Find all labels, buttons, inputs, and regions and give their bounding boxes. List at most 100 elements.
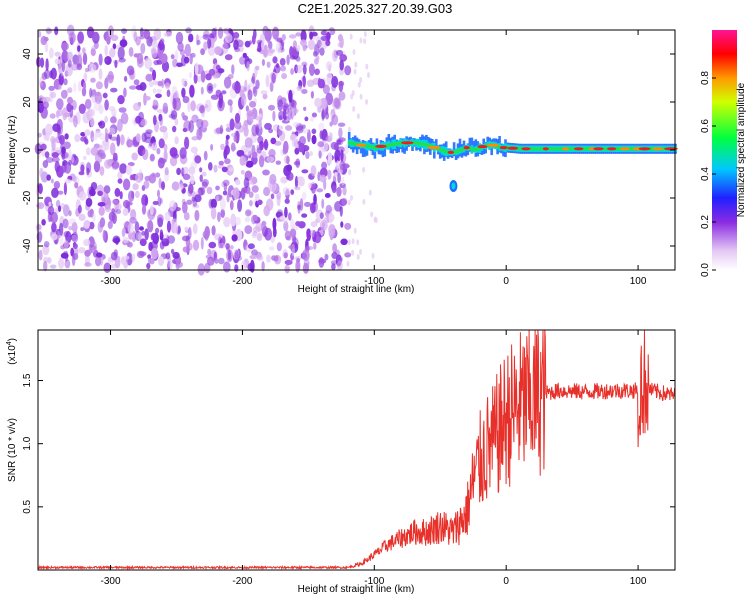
noise-speckle	[308, 182, 312, 189]
noise-speckle	[262, 169, 270, 176]
signal-halo	[464, 145, 468, 157]
signal-core	[355, 142, 359, 146]
noise-speckle	[269, 179, 277, 192]
noise-speckle	[99, 166, 105, 176]
noise-speckle	[290, 218, 295, 231]
noise-speckle	[151, 233, 156, 239]
noise-speckle	[80, 227, 85, 232]
noise-speckle	[243, 177, 250, 189]
noise-speckle	[260, 90, 268, 95]
noise-speckle	[324, 193, 331, 198]
noise-speckle	[82, 112, 91, 124]
noise-speckle	[339, 54, 348, 62]
noise-speckle	[199, 105, 205, 114]
noise-speckle	[317, 141, 325, 148]
noise-speckle	[326, 72, 333, 85]
x-tick-label: -100	[364, 276, 384, 287]
noise-speckle	[44, 42, 49, 53]
noise-speckle	[338, 91, 346, 101]
noise-speckle	[135, 133, 141, 143]
noise-speckle	[319, 130, 324, 140]
noise-speckle	[58, 84, 62, 90]
noise-speckle	[279, 215, 285, 221]
noise-speckle	[188, 33, 194, 43]
noise-speckle	[84, 262, 92, 267]
noise-speckle	[280, 65, 287, 72]
noise-speckle	[248, 191, 254, 198]
noise-speckle	[367, 72, 370, 78]
noise-speckle	[171, 181, 180, 191]
signal-core	[468, 146, 472, 150]
signal-hotspot	[427, 146, 441, 150]
noise-speckle	[198, 187, 206, 196]
noise-speckle	[223, 261, 231, 273]
noise-speckle	[339, 59, 345, 71]
noise-speckle	[208, 241, 217, 249]
noise-speckle	[267, 179, 275, 192]
signal-core	[583, 147, 586, 151]
noise-speckle	[133, 53, 140, 58]
noise-speckle	[336, 139, 342, 145]
signal-core	[533, 147, 537, 151]
noise-speckle	[275, 41, 282, 54]
noise-speckle	[102, 229, 107, 242]
noise-speckle	[187, 101, 191, 112]
noise-speckle	[257, 43, 262, 53]
noise-speckle	[160, 53, 168, 64]
noise-speckle	[83, 220, 90, 229]
noise-speckle	[286, 171, 294, 181]
noise-speckle	[252, 151, 258, 158]
noise-speckle	[286, 54, 290, 66]
signal-halo	[395, 139, 398, 153]
noise-speckle	[147, 254, 152, 259]
noise-speckle	[318, 257, 325, 268]
noise-speckle	[188, 166, 196, 175]
noise-speckle	[194, 194, 202, 203]
noise-speckle	[310, 91, 314, 99]
signal-core	[444, 150, 448, 154]
noise-speckle	[313, 242, 317, 250]
spectrogram-y-ticks: -40 -20 0 20 40	[22, 48, 675, 253]
noise-speckle	[232, 187, 240, 200]
noise-speckle	[76, 63, 83, 71]
snr-frame	[37, 329, 676, 571]
noise-speckle	[152, 200, 159, 206]
noise-speckle	[286, 155, 290, 165]
noise-speckle	[56, 98, 64, 110]
noise-speckle	[271, 72, 276, 84]
noise-speckle	[233, 216, 241, 226]
signal-core	[452, 150, 456, 154]
y-tick-label: 0.5	[22, 499, 33, 513]
noise-speckle	[111, 161, 120, 170]
noise-speckle	[104, 205, 112, 213]
noise-speckle	[265, 74, 270, 88]
noise-speckle	[269, 173, 277, 185]
noise-speckle	[217, 211, 221, 222]
noise-speckle	[352, 106, 356, 112]
noise-speckle	[110, 136, 118, 141]
signal-halo	[397, 141, 400, 153]
noise-speckle	[155, 172, 161, 178]
colorbar-tick-label: 0.0	[700, 263, 711, 277]
noise-speckle	[68, 159, 72, 166]
noise-speckle	[98, 68, 103, 80]
noise-speckle	[163, 143, 168, 152]
noise-speckle	[319, 47, 325, 56]
signal-core	[496, 144, 499, 148]
signal-hotspot	[401, 141, 414, 145]
noise-speckle	[218, 242, 226, 249]
noise-speckle	[295, 64, 303, 74]
noise-speckle	[261, 59, 265, 66]
noise-speckle	[284, 259, 293, 266]
noise-speckle	[90, 146, 99, 156]
noise-speckle	[47, 257, 52, 264]
noise-speckle	[130, 209, 137, 220]
signal-halo	[383, 142, 387, 157]
signal-hotspot	[499, 146, 508, 150]
noise-speckle	[45, 58, 49, 72]
noise-speckle	[213, 164, 218, 173]
noise-speckle	[254, 193, 260, 202]
noise-speckle	[223, 182, 228, 192]
noise-speckle	[302, 191, 307, 201]
noise-speckle	[266, 156, 275, 163]
